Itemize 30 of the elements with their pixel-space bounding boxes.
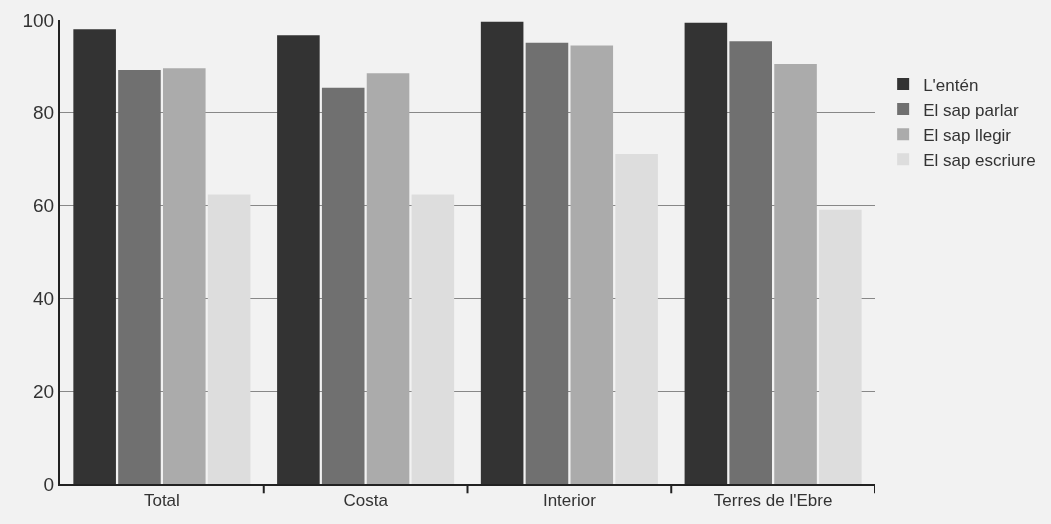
- x-tick-label: Terres de l'Ebre: [713, 491, 833, 511]
- y-tick-label: 0: [43, 473, 55, 495]
- bar: [321, 87, 365, 484]
- bar: [277, 35, 320, 484]
- bar: [774, 64, 817, 484]
- y-tick-label: 100: [22, 9, 55, 31]
- legend-label: El sap llegir: [923, 125, 1012, 145]
- legend-label: El sap parlar: [923, 100, 1019, 120]
- y-tick-label: 80: [33, 102, 55, 124]
- bar: [73, 29, 116, 484]
- bar: [163, 68, 206, 484]
- bar: [819, 209, 862, 484]
- bar: [411, 194, 455, 484]
- bar: [207, 194, 251, 484]
- bar: [615, 154, 658, 484]
- x-tick-label: Interior: [542, 491, 597, 511]
- y-tick-label: 60: [33, 195, 55, 217]
- bar: [118, 70, 161, 484]
- bar: [570, 45, 614, 484]
- bar: [366, 73, 410, 484]
- y-tick-label: 20: [33, 380, 55, 402]
- x-tick-label: Costa: [343, 491, 389, 511]
- bar: [480, 21, 524, 484]
- legend-label: L'entén: [923, 75, 979, 95]
- bar: [525, 42, 569, 484]
- y-tick-label: 40: [33, 288, 55, 310]
- bar: [684, 22, 728, 484]
- bar: [729, 41, 772, 484]
- legend-label: El sap escriure: [923, 150, 1036, 170]
- x-tick-label: Total: [143, 491, 180, 511]
